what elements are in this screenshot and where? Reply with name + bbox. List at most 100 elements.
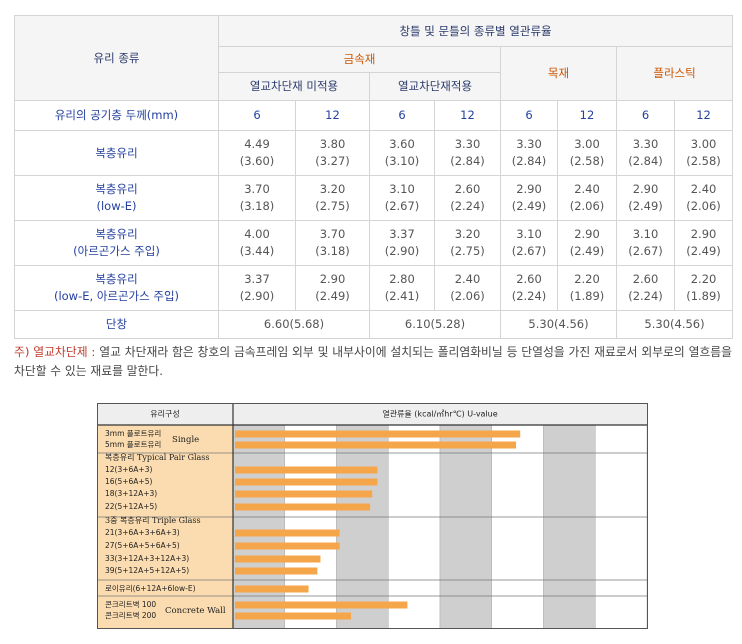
value-cell: 3.20 (2.75) [295, 175, 370, 221]
value-cell: 3.70 (3.18) [295, 220, 370, 266]
value-line: 3.30 [632, 137, 659, 151]
value-line: 2.60 [454, 182, 481, 196]
group-name: 3중 복층유리 Triple Glass [105, 516, 201, 525]
table-title: 창틀 및 문틀의 종류별 열관류율 [217, 15, 734, 47]
group-name: Single [172, 435, 199, 445]
header-bg [97, 403, 648, 425]
value-line: (3.18) [315, 244, 350, 258]
row-label: 복층유리 (아르곤가스 주입) [14, 220, 219, 266]
value-line: (2.58) [686, 154, 721, 168]
group-name: 복층유리 Typical Pair Glass [105, 453, 210, 462]
value-cell: 3.60 (3.10) [369, 130, 435, 176]
chart-band [232, 424, 285, 629]
bar [235, 529, 340, 537]
value-line: 3.60 [389, 137, 415, 151]
note-text: 열교 차단재라 함은 창호의 금속프레임 외부 및 내부사이에 설치되는 폴리염… [14, 345, 733, 378]
row-label: 단창 [14, 310, 219, 339]
value-cell: 2.90 (2.49) [500, 175, 558, 221]
value-cell: 2.90 (2.49) [616, 175, 675, 221]
value-line: 3.30 [516, 137, 542, 151]
value-line: (2.58) [569, 154, 605, 168]
value-line: 2.90 [690, 227, 717, 241]
value-line: 2.90 [632, 182, 659, 196]
value-cell: 4.00 (3.44) [218, 220, 296, 266]
table-row: 단창 6.60(5.68) 6.10(5.28) 5.30(4.56) 5.30(4.5… [14, 310, 734, 339]
bar [235, 542, 340, 550]
row-label: 5mm 플로트유리 [105, 440, 161, 449]
value-cell: 6.10(5.28) [369, 310, 501, 339]
row-label: 복층유리 [14, 130, 219, 176]
value-cell: 3.37 (2.90) [218, 265, 296, 311]
value-line: 3.00 [574, 137, 600, 151]
value-line: 3.00 [690, 137, 717, 151]
value-line: 2.80 [389, 272, 415, 286]
value-line: (2.24) [450, 199, 485, 213]
value-line: (3.18) [239, 199, 275, 213]
row-label: 33(3+12A+3+12A+3) [105, 554, 189, 563]
corner-header: 유리 종류 [14, 15, 219, 101]
value-line: (2.06) [569, 199, 605, 213]
value-line: 2.40 [454, 272, 481, 286]
chart-band [439, 424, 492, 629]
value-line: 4.49 [244, 137, 270, 151]
chart-band [491, 424, 544, 629]
value-cell: 2.90 (2.49) [295, 265, 370, 311]
value-cell: 4.49 (3.60) [218, 130, 296, 176]
value-line: 3.20 [319, 182, 346, 196]
chart-band [336, 424, 389, 629]
row-label-line: (low-E) [96, 199, 137, 213]
thickness-cell: 6 [616, 100, 675, 131]
row-label: 복층유리 (low-E) [14, 175, 219, 221]
table-row: 유리의 공기층 두께(mm) 6 12 6 12 6 12 6 12 [14, 100, 734, 131]
bar [235, 585, 309, 593]
u-value-table: 유리 종류 창틀 및 문틀의 종류별 열관류율 금속재 목재 플라스틱 열교차단… [14, 15, 734, 339]
value-cell: 5.30(4.56) [615, 310, 734, 339]
frame-header: 플라스틱 [615, 46, 734, 101]
bar [235, 555, 321, 563]
value-line: (3.60) [239, 154, 275, 168]
value-line: 2.90 [319, 272, 346, 286]
value-line: 4.00 [244, 227, 270, 241]
value-line: (2.49) [315, 289, 350, 303]
value-line: (2.67) [628, 244, 663, 258]
header-label: 유리구성 [150, 410, 179, 419]
row-label-line: (low-E, 아르곤가스 주입) [53, 289, 180, 303]
value-line: 2.90 [574, 227, 600, 241]
row-label-line: (아르곤가스 주입) [73, 244, 160, 258]
value-line: 3.10 [632, 227, 659, 241]
value-cell: 3.20 (2.75) [434, 220, 501, 266]
table-row: 복층유리 4.49 (3.60) 3.80 (3.27) 3.60 (3.10) 3.30 (2… [14, 130, 734, 176]
value-line: 3.10 [516, 227, 542, 241]
value-line: (2.75) [315, 199, 350, 213]
value-line: (2.75) [450, 244, 485, 258]
value-line: 2.90 [516, 182, 542, 196]
value-line: (2.84) [511, 154, 547, 168]
row-label: 21(3+6A+3+6A+3) [105, 528, 180, 537]
group-name: Concrete Wall [165, 606, 226, 616]
value-line: 3.37 [244, 272, 270, 286]
value-cell: 2.40 (2.06) [673, 175, 734, 221]
thickness-cell: 6 [218, 100, 296, 131]
value-cell: 2.20 (1.89) [557, 265, 617, 311]
value-cell: 3.70 (3.18) [218, 175, 296, 221]
note-label: 주) 열교차단제 : [14, 345, 96, 359]
value-line: 3.20 [454, 227, 481, 241]
value-cell: 3.10 (2.67) [369, 175, 435, 221]
note: 주) 열교차단제 : 열교 차단재라 함은 창호의 금속프레임 외부 및 내부사… [14, 343, 732, 381]
value-line: (2.49) [628, 199, 663, 213]
bar [235, 601, 408, 609]
frame-header: 금속재 [218, 46, 501, 73]
thickness-cell: 12 [434, 100, 501, 131]
table-row: 복층유리 (low-E) 3.70 (3.18) 3.20 (2.75) 3.10 (2.67… [14, 175, 734, 221]
value-cell: 2.20 (1.89) [673, 265, 734, 311]
value-line: (2.90) [384, 244, 420, 258]
value-line: (1.89) [569, 289, 605, 303]
value-line: (2.90) [239, 289, 275, 303]
value-cell: 3.30 (2.84) [434, 130, 501, 176]
value-line: (2.49) [511, 199, 547, 213]
value-cell: 3.80 (3.27) [295, 130, 370, 176]
value-line: (2.41) [384, 289, 420, 303]
bar [235, 612, 351, 620]
sub-header: 열교차단재 미적용 [218, 72, 370, 101]
frame-header: 목재 [500, 46, 617, 101]
